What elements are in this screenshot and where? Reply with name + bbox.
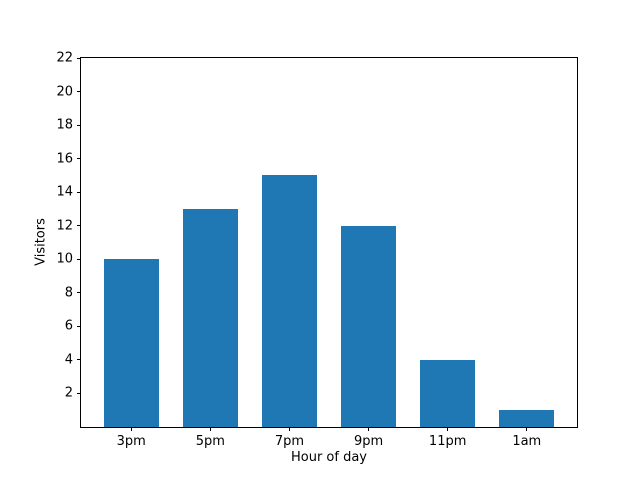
y-tick-label: 2 [64,385,73,401]
x-tick-label: 7pm [274,434,305,449]
x-tick-mark [130,427,132,431]
y-tick-mark [77,392,81,394]
y-tick-label: 12 [56,218,73,234]
y-tick-mark [77,225,81,227]
y-tick-mark [77,258,81,260]
bar-1am [499,410,555,427]
bar-11pm [419,359,476,427]
y-tick-label: 16 [56,151,73,167]
y-tick-label: 10 [56,251,73,267]
y-tick-mark [77,57,81,59]
y-tick-label: 6 [64,318,73,334]
x-tick-mark [288,427,290,431]
x-tick-label: 11pm [428,434,467,449]
y-tick-label: 14 [56,184,73,200]
bar-3pm [103,259,159,427]
y-tick-label: 20 [56,84,73,100]
x-tick-mark [368,427,370,431]
x-tick-label: 5pm [195,434,225,449]
x-tick-mark [209,427,211,431]
y-tick-label: 4 [64,352,73,368]
y-tick-mark [77,359,81,361]
y-tick-mark [77,292,81,294]
y-axis-label: Visitors [33,218,49,266]
y-tick-mark [77,191,81,193]
y-tick-mark [77,91,81,93]
bar-7pm [261,175,318,427]
y-tick-label: 8 [64,285,73,301]
y-tick-label: 22 [56,50,73,66]
x-axis-label: Hour of day [290,450,368,465]
y-tick-mark [77,158,81,160]
bar-5pm [182,208,238,427]
x-tick-label: 3pm [116,434,146,449]
y-tick-mark [77,124,81,126]
x-tick-label: 9pm [353,434,384,449]
x-tick-mark [447,427,449,431]
bar-9pm [340,225,397,427]
x-tick-mark [526,427,528,431]
plot-area: 3pm 5pm 7pm 9pm 11pm 1am 2 4 6 8 10 12 14 16 18 20 22 [56,51,578,449]
x-tick-label: 1am [512,434,542,449]
y-tick-mark [77,325,81,327]
y-tick-label: 18 [56,117,73,133]
